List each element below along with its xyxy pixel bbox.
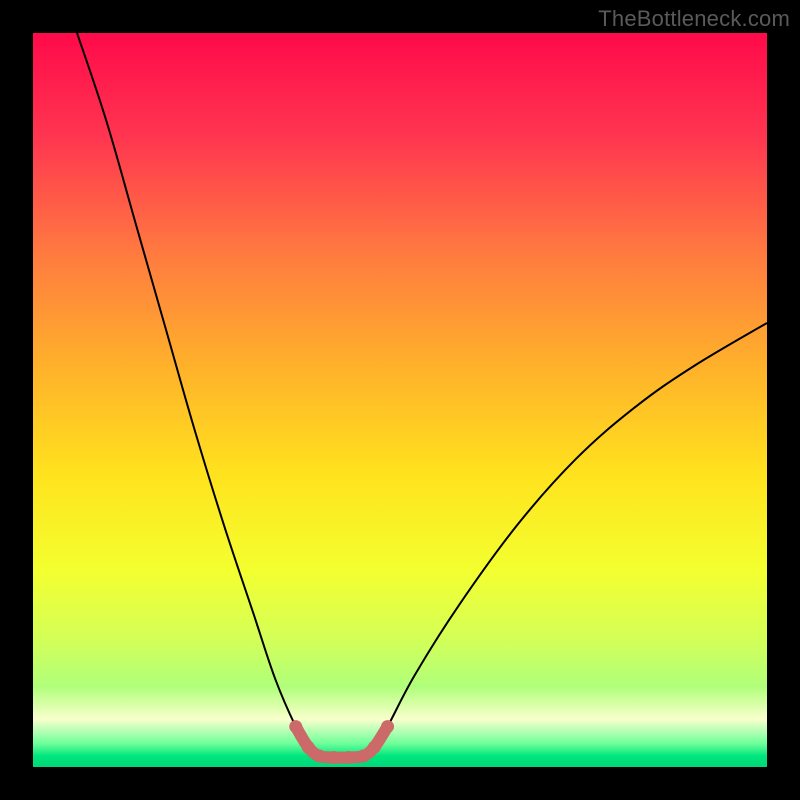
highlight-marker (368, 741, 381, 754)
highlight-marker (357, 749, 370, 762)
highlight-marker (342, 751, 355, 764)
highlight-marker (289, 720, 302, 733)
chart-frame: TheBottleneck.com (0, 0, 800, 800)
highlight-marker (381, 720, 394, 733)
highlight-marker (302, 741, 315, 754)
highlight-marker (327, 751, 340, 764)
bottleneck-curve-chart (33, 33, 767, 767)
plot-area (33, 33, 767, 767)
highlight-marker (313, 749, 326, 762)
gradient-background (33, 33, 767, 767)
watermark-text: TheBottleneck.com (598, 6, 790, 32)
